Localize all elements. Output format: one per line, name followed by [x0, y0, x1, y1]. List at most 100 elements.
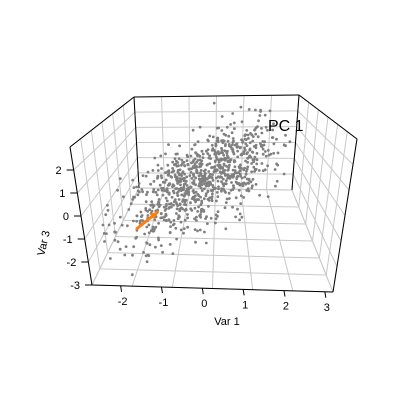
data-point: [232, 151, 235, 154]
data-point: [189, 201, 192, 205]
data-point: [199, 195, 203, 199]
data-point: [256, 135, 260, 139]
box-edge: [133, 94, 300, 98]
data-point: [157, 198, 161, 201]
data-point: [255, 158, 259, 162]
data-point: [104, 213, 108, 217]
data-point: [211, 192, 214, 196]
data-point: [192, 172, 196, 176]
data-point: [176, 170, 180, 174]
data-point: [157, 238, 161, 242]
data-point: [171, 160, 175, 164]
data-point: [151, 206, 155, 209]
data-point: [200, 177, 204, 181]
data-point: [118, 247, 122, 251]
data-point: [252, 158, 256, 161]
data-point: [132, 245, 136, 249]
data-point: [273, 168, 277, 171]
z-tick-label: 0: [63, 211, 69, 223]
data-point: [223, 149, 227, 153]
data-point: [251, 151, 255, 154]
data-point: [199, 208, 203, 211]
data-point: [254, 183, 258, 186]
data-point: [171, 252, 175, 256]
data-point: [185, 191, 189, 195]
data-point: [227, 143, 231, 146]
data-point: [250, 162, 254, 165]
pc-arrow-head: [149, 212, 158, 220]
data-point: [216, 138, 220, 142]
data-point: [145, 225, 149, 229]
data-point: [174, 226, 178, 230]
data-point: [164, 178, 168, 182]
data-point: [146, 214, 150, 217]
box-edge: [298, 94, 358, 140]
data-point: [236, 155, 240, 159]
data-point: [231, 140, 235, 144]
data-point: [216, 136, 220, 140]
data-point: [154, 190, 158, 194]
data-point: [231, 143, 234, 147]
data-point: [217, 158, 221, 162]
data-point: [146, 170, 150, 174]
x-tick: [160, 286, 163, 294]
data-point: [264, 154, 268, 158]
data-point: [122, 195, 125, 199]
data-point: [233, 171, 237, 174]
box-edge: [133, 96, 140, 189]
data-point: [167, 173, 171, 176]
data-point: [177, 157, 181, 161]
data-point: [153, 156, 157, 160]
data-point: [210, 176, 214, 179]
data-point: [156, 174, 160, 178]
data-point: [107, 223, 111, 227]
data-point: [269, 152, 273, 156]
data-point: [221, 166, 225, 170]
data-point: [145, 193, 148, 197]
data-point: [195, 215, 198, 219]
data-point: [146, 190, 149, 194]
data-point: [274, 184, 277, 188]
data-point: [253, 170, 256, 173]
data-point: [179, 228, 183, 232]
data-point: [168, 243, 172, 246]
data-point: [132, 195, 135, 199]
data-point: [282, 172, 286, 176]
data-point: [240, 167, 243, 170]
data-point: [266, 164, 269, 168]
data-point: [212, 165, 216, 169]
axis-ticks: -2 -1 0 1 2 3 -3 -2 -1 0 1 2: [56, 165, 330, 314]
data-point: [190, 167, 193, 171]
x-tick: [120, 285, 123, 292]
data-point: [225, 154, 229, 158]
data-point: [254, 108, 257, 112]
data-point: [222, 162, 226, 166]
data-point: [162, 205, 166, 209]
data-point: [173, 198, 177, 202]
data-point: [148, 243, 152, 247]
data-point: [165, 187, 169, 191]
data-point: [240, 182, 244, 186]
data-point: [165, 190, 169, 194]
data-point: [245, 189, 249, 192]
data-point: [130, 273, 134, 277]
data-point: [195, 198, 199, 201]
data-point: [240, 215, 244, 219]
data-point: [210, 143, 214, 147]
data-point: [246, 181, 250, 185]
data-point: [220, 146, 223, 150]
data-point: [205, 149, 208, 153]
data-point: [216, 163, 220, 167]
data-point: [206, 163, 210, 166]
data-point: [231, 175, 235, 179]
data-point: [178, 180, 182, 184]
data-point: [193, 206, 197, 210]
data-point: [238, 146, 242, 150]
data-point: [229, 158, 233, 162]
data-point: [161, 193, 165, 197]
data-point: [197, 174, 201, 178]
data-point: [215, 126, 219, 130]
data-point: [116, 188, 119, 192]
data-point: [276, 163, 280, 167]
